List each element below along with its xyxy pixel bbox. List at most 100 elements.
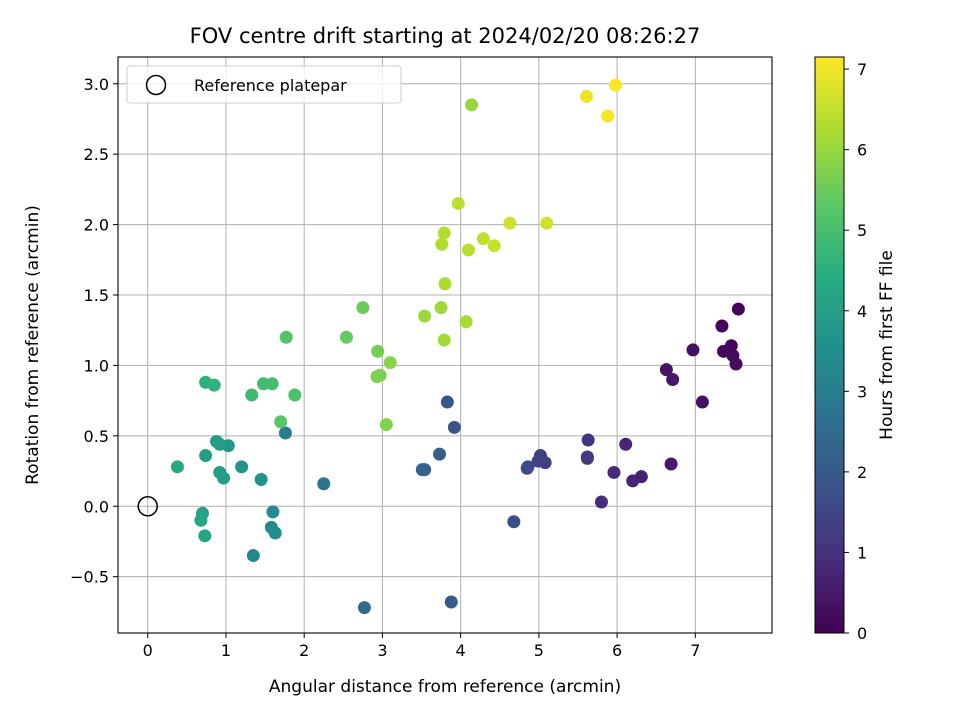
colorbar-tick-label: 7	[857, 60, 867, 79]
data-point	[447, 420, 461, 434]
y-tick-label: 2.0	[84, 216, 109, 235]
data-point	[418, 309, 432, 323]
data-point	[213, 437, 227, 451]
data-point	[503, 216, 517, 230]
data-point	[246, 549, 260, 563]
legend-box	[126, 65, 402, 104]
data-point	[659, 363, 673, 377]
data-point	[444, 595, 458, 609]
data-point	[274, 415, 288, 429]
data-point	[194, 513, 208, 527]
data-point	[540, 216, 554, 230]
y-axis-ticks: −0.5 0.0 0.5 1.0 1.5 2.0 2.5 3.0	[70, 75, 118, 587]
data-point	[268, 526, 282, 540]
data-point	[288, 388, 302, 402]
data-point	[619, 437, 633, 451]
data-point	[434, 301, 448, 315]
data-point	[198, 529, 212, 543]
data-point	[731, 302, 745, 316]
colorbar-tick-label: 0	[857, 624, 867, 643]
data-point	[594, 495, 608, 509]
data-point	[607, 465, 621, 479]
data-point	[356, 301, 370, 315]
x-tick-label: 4	[456, 641, 466, 660]
data-point	[266, 505, 280, 519]
plot-frame	[117, 56, 773, 634]
legend-label: Reference platepar	[194, 76, 347, 95]
data-point	[451, 196, 465, 210]
y-tick-label: −0.5	[70, 568, 109, 587]
data-point	[435, 237, 449, 251]
data-point	[531, 454, 545, 468]
y-tick-label: 0.0	[84, 497, 109, 516]
data-point	[199, 449, 213, 463]
y-tick-label: 3.0	[84, 75, 109, 94]
data-point	[465, 98, 479, 112]
chart-title: FOV centre drift starting at 2024/02/20 …	[190, 24, 701, 48]
colorbar-tick-label: 5	[857, 221, 867, 240]
colorbar-tick-label: 4	[857, 302, 867, 321]
data-point	[487, 239, 501, 253]
colorbar-tick-label: 2	[857, 463, 867, 482]
data-point	[666, 373, 680, 387]
colorbar-tick-label: 3	[857, 382, 867, 401]
data-point	[520, 461, 534, 475]
data-point	[317, 477, 331, 491]
data-point	[437, 333, 451, 347]
data-point	[580, 451, 594, 465]
x-tick-label: 6	[612, 641, 622, 660]
y-axis-label: Rotation from reference (arcmin)	[23, 205, 43, 485]
data-point	[170, 460, 184, 474]
legend: Reference platepar	[126, 65, 402, 104]
y-tick-label: 0.5	[84, 427, 109, 446]
data-point	[433, 447, 447, 461]
data-point	[664, 457, 678, 471]
data-point	[370, 370, 384, 384]
data-point	[207, 378, 221, 392]
data-point	[235, 460, 249, 474]
data-point	[581, 433, 595, 447]
data-point	[357, 601, 371, 615]
data-point	[213, 465, 227, 479]
x-tick-label: 0	[143, 641, 153, 660]
colorbar-tick-label: 6	[857, 141, 867, 160]
reference-platepar-marker	[137, 496, 158, 517]
x-axis-ticks: 0 1 2 3 4 5 6 7	[143, 633, 700, 660]
data-point	[476, 232, 490, 246]
data-point	[383, 356, 397, 370]
legend-marker-open-circle	[145, 74, 167, 96]
data-point	[715, 319, 729, 333]
data-point	[371, 344, 385, 358]
data-point	[438, 277, 452, 291]
data-point	[440, 395, 454, 409]
data-point	[415, 463, 429, 477]
data-point	[339, 330, 353, 344]
data-point	[609, 78, 623, 92]
x-tick-label: 5	[534, 641, 544, 660]
data-point	[279, 330, 293, 344]
grid	[118, 57, 772, 633]
data-points	[137, 78, 745, 615]
data-point	[695, 395, 709, 409]
data-point	[437, 226, 451, 240]
x-axis-label: Angular distance from reference (arcmin)	[269, 677, 621, 697]
data-point	[265, 377, 279, 391]
y-tick-label: 1.5	[84, 286, 109, 305]
colorbar-label: Hours from first FF file	[877, 250, 897, 440]
colorbar-tick-label: 1	[857, 543, 867, 562]
y-tick-label: 2.5	[84, 145, 109, 164]
data-point	[626, 474, 640, 488]
data-point	[601, 109, 615, 123]
colorbar-gradient	[814, 56, 845, 634]
data-point	[461, 243, 475, 257]
y-tick-label: 1.0	[84, 356, 109, 375]
x-tick-label: 3	[377, 641, 387, 660]
data-point	[507, 515, 521, 529]
x-tick-label: 2	[299, 641, 309, 660]
data-point	[245, 388, 259, 402]
data-point	[459, 315, 473, 329]
data-point	[379, 418, 393, 432]
data-point	[278, 426, 292, 440]
